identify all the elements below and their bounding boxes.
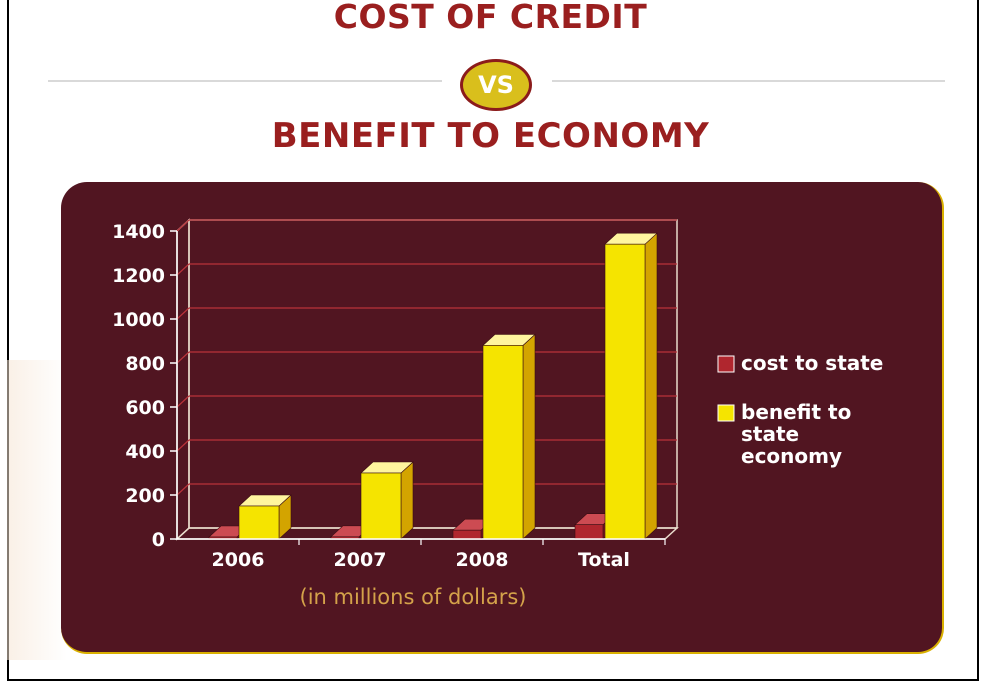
divider-left (48, 80, 442, 82)
benefit-bar-total (604, 243, 646, 540)
y-tick-label: 0 (152, 529, 165, 551)
y-tick-label: 1000 (112, 309, 165, 331)
x-tick-label: Total (578, 549, 630, 571)
gridline-diag (176, 395, 190, 408)
plot-left-wall (176, 218, 190, 541)
benefit-bar-2008 (482, 345, 524, 540)
legend-label-benefit: economy (741, 444, 842, 468)
cost-bar-total (574, 524, 604, 540)
y-tick-label: 600 (125, 397, 165, 419)
gridline-diag (176, 439, 190, 452)
benefit-bar-2006 (238, 505, 280, 540)
gridline-diag (176, 263, 190, 276)
title-benefit-to-economy: BENEFIT TO ECONOMY (271, 116, 710, 156)
background-glow (7, 360, 67, 660)
benefit-bar-2007 (360, 472, 402, 540)
x-tick-label: 2008 (456, 549, 509, 571)
gridline-diag (176, 219, 190, 232)
gridline-diag (176, 351, 190, 364)
benefit-bar-total-side (644, 232, 658, 540)
y-tick-label: 1400 (112, 221, 165, 243)
y-tick-label: 400 (125, 441, 165, 463)
unit-label: (in millions of dollars) (300, 585, 527, 609)
divider-right (552, 80, 945, 82)
gridline-diag (176, 483, 190, 496)
x-tick-label: 2007 (334, 549, 387, 571)
benefit-bar-2008-side (522, 333, 536, 540)
benefit-bar-2007-side (400, 461, 414, 540)
gridline-diag (176, 307, 190, 320)
title-cost-of-credit: COST OF CREDIT (333, 0, 648, 36)
y-tick-label: 200 (125, 485, 165, 507)
y-tick-label: 1200 (112, 265, 165, 287)
legend-label-benefit: state (741, 422, 799, 446)
cost-bar-2008 (452, 529, 482, 540)
legend-swatch-benefit (717, 404, 735, 422)
legend-label-cost: cost to state (741, 351, 883, 375)
x-tick-label: 2006 (212, 549, 265, 571)
y-tick-label: 800 (125, 353, 165, 375)
plot-back-wall (188, 219, 678, 529)
vs-badge: VS (460, 59, 532, 111)
legend-label-benefit: benefit to (741, 400, 851, 424)
legend-swatch-cost (717, 355, 735, 373)
